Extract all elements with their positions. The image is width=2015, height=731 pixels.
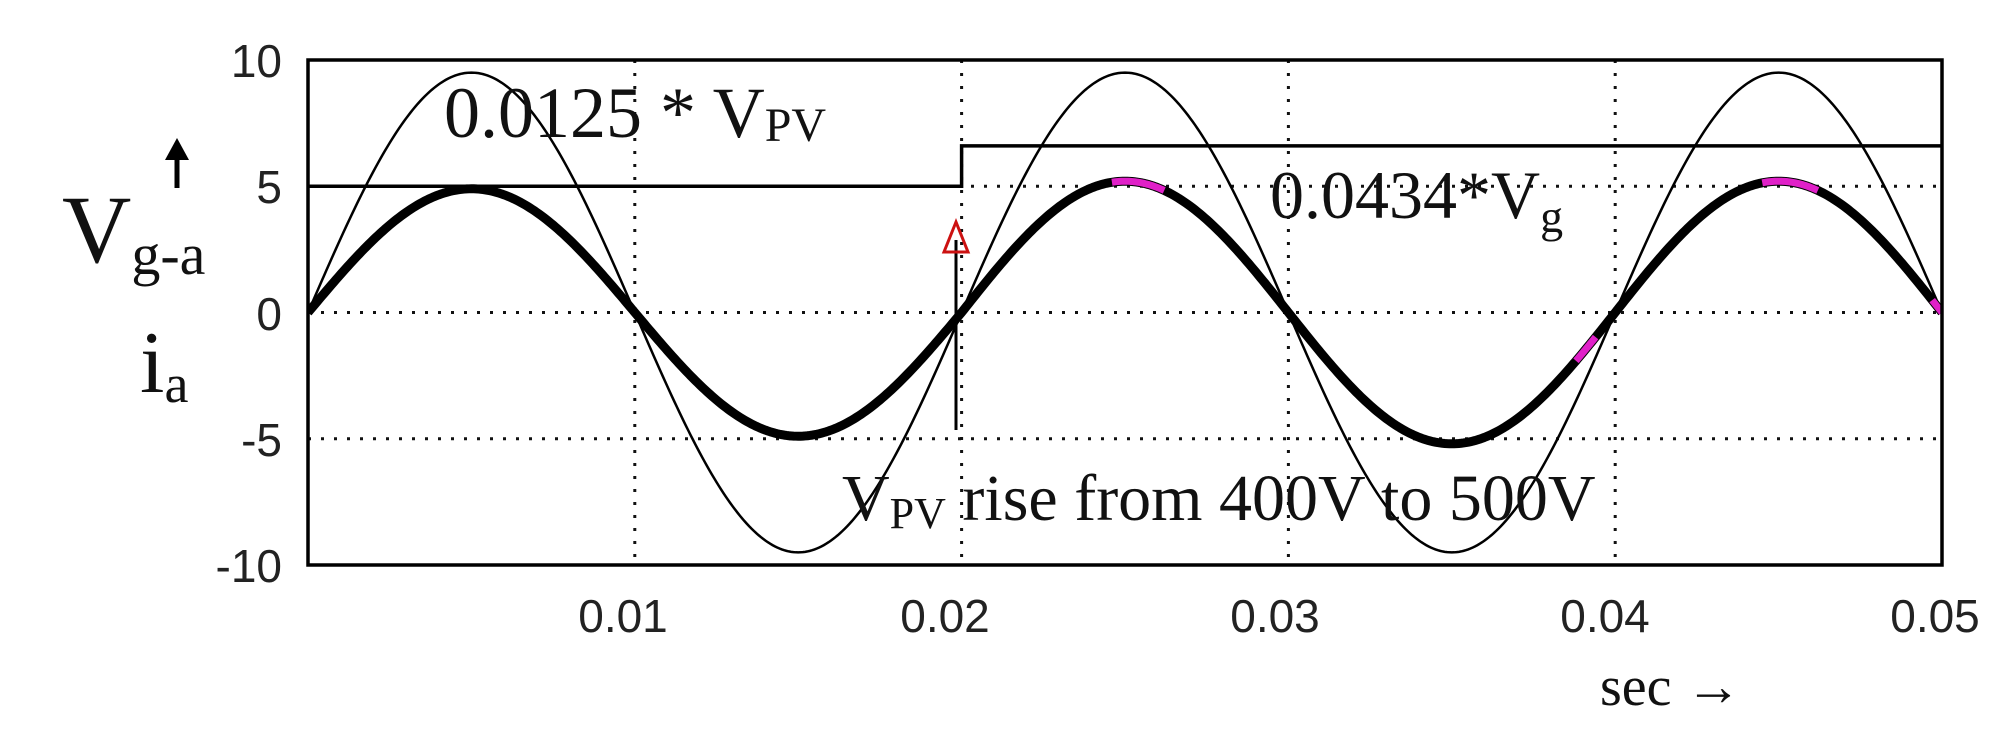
vpv-rise-v: V [842,462,890,535]
vg-scale-annotation: 0.0434*Vg [1270,157,1563,242]
up-arrow-icon [165,138,189,160]
x-tick-label-0-04: 0.04 [1560,590,1650,642]
vpv-scale-annotation: 0.0125 * VPV [444,73,826,153]
current-highlight-0 [1111,177,1166,194]
y-label-i-sub: a [164,354,188,414]
plot-area [308,71,1942,554]
y-label-v: V [62,176,131,283]
x-tick-label-0-05: 0.05 [1890,590,1980,642]
event-marker [941,217,971,430]
y-label-v-sub: g-a [131,222,205,287]
y-tick-label-5: 5 [256,161,282,213]
vg-scale-text: 0.0434*V [1270,157,1540,233]
reference-step-series [308,144,1942,188]
y-tick-label-10: 10 [231,35,282,87]
y-tick-label-0: 0 [256,288,282,340]
vg-scale-sub: g [1540,191,1563,242]
vpv-scale-sub: PV [765,99,827,152]
vpv-scale-text: 0.0125 * V [444,73,765,153]
y-label-i-main: ia [140,315,188,414]
x-tick-label-0-03: 0.03 [1230,590,1320,642]
y-label-i: i [140,315,164,412]
y-axis-label: Vg-a ia [62,138,205,414]
y-label-v-main: Vg-a [62,176,205,287]
y-tick-label-minus5: -5 [241,414,282,466]
x-tick-label-0-02: 0.02 [900,590,990,642]
vpv-rise-annotation: VPV rise from 400V to 500V [842,462,1595,538]
y-tick-label-minus10: -10 [216,540,282,592]
event-arrow-icon [941,217,971,254]
plot-frame [306,58,1944,567]
current-highlight-1 [1761,177,1820,194]
x-axis-label: sec → [1600,656,1742,718]
vpv-rise-sub: PV [890,489,946,538]
grid-voltage-series [308,71,1942,554]
phase-current-series [308,176,1942,449]
vpv-rise-text: rise from 400V to 500V [946,462,1596,535]
current-highlight-2 [1573,334,1599,364]
x-tick-label-0-01: 0.01 [578,590,668,642]
